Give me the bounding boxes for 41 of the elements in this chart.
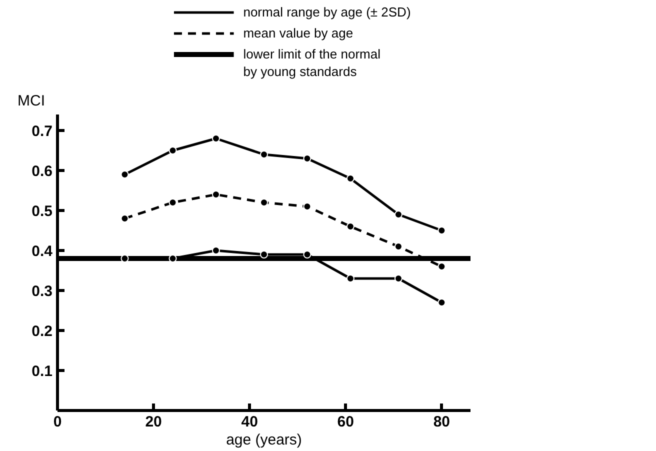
x-tick-label: 0 [53, 414, 62, 430]
y-axis-title: MCI [18, 92, 45, 110]
x-tick-label: 20 [145, 414, 162, 430]
y-tick-label: 0.5 [32, 203, 53, 220]
point [438, 226, 446, 234]
legend-label: mean value by age [243, 26, 354, 40]
point [120, 170, 129, 178]
point [120, 254, 129, 262]
point [303, 250, 312, 258]
x-tick-label: 40 [241, 414, 258, 430]
point [212, 246, 220, 254]
point [260, 198, 268, 206]
y-tick-label: 0.3 [32, 283, 53, 300]
point [168, 146, 177, 154]
y-tick-label: 0.1 [32, 363, 53, 380]
point [168, 198, 177, 206]
x-tick-label: 80 [433, 414, 450, 430]
point [438, 262, 446, 270]
point [303, 154, 312, 162]
point [212, 134, 220, 142]
y-tick-label: 0.6 [32, 163, 53, 180]
y-tick-label: 0.2 [32, 323, 53, 340]
legend-label: normal range by age (± 2SD) [243, 4, 411, 20]
point [394, 274, 402, 282]
point [168, 254, 177, 262]
point [260, 250, 268, 258]
legend-label: lower limit of the normal by young standards [243, 46, 381, 79]
y-tick-label: 0.4 [32, 243, 54, 260]
point [394, 210, 402, 218]
point [346, 222, 354, 230]
point [346, 274, 354, 282]
point [438, 298, 446, 306]
point [346, 174, 354, 182]
x-axis-title: age (years) [226, 432, 302, 448]
y-tick-label: 0.7 [32, 123, 53, 140]
point [303, 202, 312, 210]
x-tick-label: 60 [337, 414, 354, 430]
point [212, 190, 220, 198]
point [394, 242, 402, 250]
point [120, 214, 129, 222]
point [260, 150, 268, 158]
